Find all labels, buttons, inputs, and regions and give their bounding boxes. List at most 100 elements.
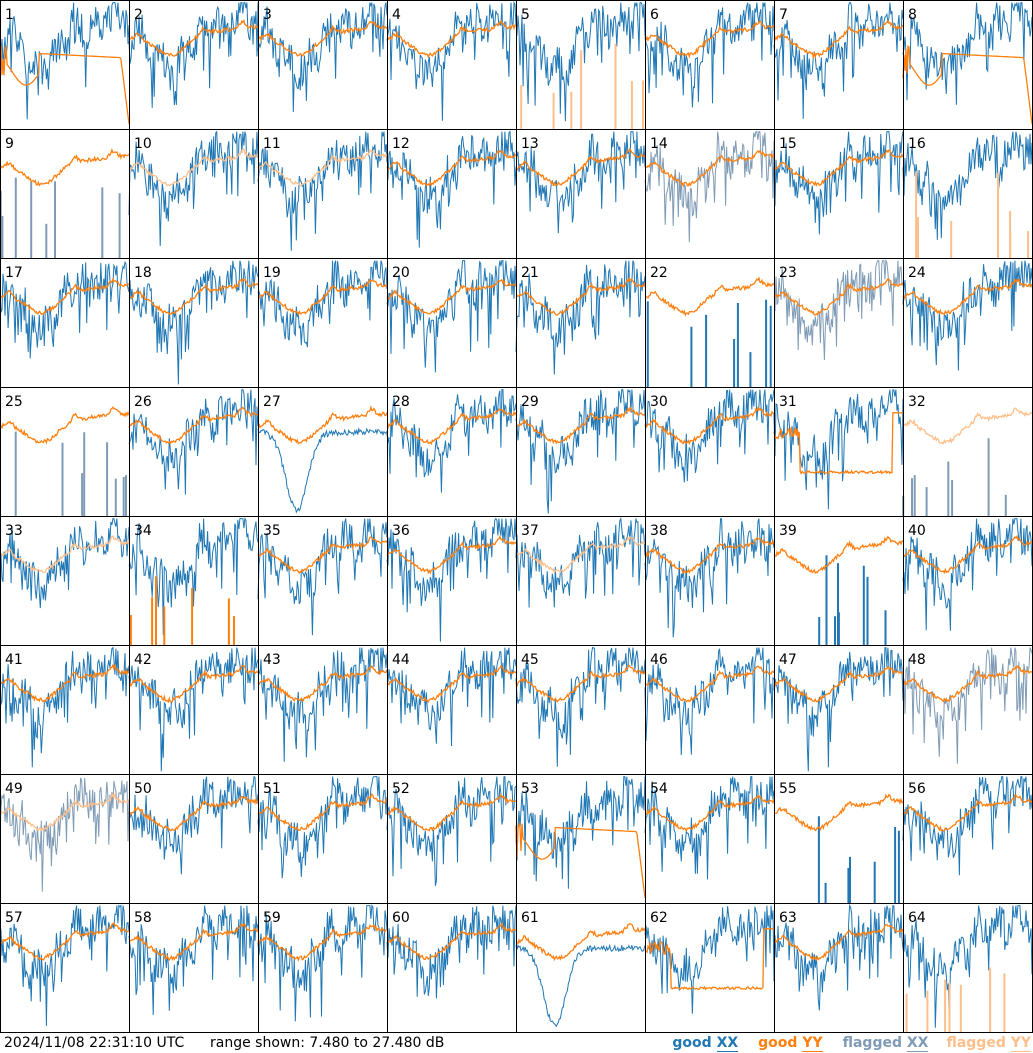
series-xx-62	[644, 905, 775, 1014]
series-xx-60	[386, 905, 517, 999]
series-yy-3	[257, 20, 388, 57]
panel-label: 19	[263, 265, 281, 281]
panel-label: 39	[779, 523, 797, 539]
panel-border	[645, 0, 775, 130]
panel-33: 33	[0, 516, 130, 646]
series-xx-61	[515, 943, 646, 1028]
panel-label: 12	[392, 136, 410, 152]
legend-flagged-xx: flagged XX	[842, 1035, 929, 1052]
series-yy-22	[644, 276, 775, 317]
series-xx-2	[128, 2, 259, 108]
panel-label: 41	[5, 652, 23, 668]
series-yy-28	[386, 408, 517, 446]
series-xx-37	[515, 516, 646, 608]
series-xx-15	[773, 131, 904, 235]
panel-63: 63	[773, 903, 904, 1033]
panel-label: 17	[5, 265, 23, 281]
panel-label: 46	[650, 652, 668, 668]
series-xx-20	[386, 260, 517, 373]
series-yy-56	[902, 794, 1033, 832]
panel-label: 22	[650, 265, 668, 281]
panel-2: 2	[128, 0, 259, 130]
panel-55: 55	[773, 774, 904, 904]
series-yy-25	[0, 406, 130, 445]
series-yy-54	[644, 794, 775, 833]
series-yy-33	[0, 535, 130, 574]
panel-label: 61	[521, 910, 539, 926]
series-yy-52	[386, 793, 517, 832]
panel-51: 51	[257, 774, 388, 904]
panel-label: 49	[5, 781, 23, 797]
series-xx-47	[773, 647, 904, 772]
series-xx-39	[818, 555, 887, 645]
panel-15: 15	[773, 129, 904, 259]
panel-label: 31	[779, 394, 797, 410]
series-xx-9	[0, 177, 121, 258]
series-yy-1	[0, 45, 130, 124]
panel-60: 60	[386, 903, 517, 1033]
panel-label: 24	[908, 265, 926, 281]
panel-59: 59	[257, 903, 388, 1033]
panel-label: 54	[650, 781, 668, 797]
panel-label: 62	[650, 910, 668, 926]
panel-label: 52	[392, 781, 410, 797]
series-xx-42	[128, 647, 259, 772]
series-yy-47	[773, 666, 904, 703]
panel-48: 48	[902, 645, 1033, 775]
legend-flagged-yy: flagged YY	[946, 1035, 1031, 1052]
panel-37: 37	[515, 516, 646, 646]
panel-58: 58	[128, 903, 259, 1033]
panel-label: 57	[5, 910, 23, 926]
series-xx-27	[257, 427, 388, 514]
panel-38: 38	[644, 516, 775, 646]
panel-label: 2	[134, 7, 143, 23]
panel-6: 6	[644, 0, 775, 130]
panel-label: 33	[5, 523, 23, 539]
panel-62: 62	[644, 903, 775, 1033]
panel-49: 49	[0, 774, 130, 904]
panel-label: 4	[392, 7, 401, 23]
panel-border	[0, 129, 130, 259]
series-yy-15	[773, 149, 904, 188]
panel-21: 21	[515, 258, 646, 388]
panel-label: 26	[134, 394, 152, 410]
panel-35: 35	[257, 516, 388, 646]
series-yy-36	[386, 535, 517, 575]
panel-43: 43	[257, 645, 388, 775]
panel-9: 9	[0, 129, 130, 259]
panel-label: 36	[392, 523, 410, 539]
series-yy-64	[905, 967, 1006, 1032]
panel-border	[0, 0, 130, 130]
panel-14: 14	[644, 129, 775, 259]
series-yy-50	[128, 795, 259, 832]
series-yy-4	[386, 19, 517, 59]
series-yy-42	[128, 664, 259, 704]
panel-label: 45	[521, 652, 539, 668]
series-xx-16	[902, 131, 1033, 240]
panel-label: 59	[263, 910, 281, 926]
series-yy-45	[515, 663, 646, 703]
series-yy-32	[902, 407, 1033, 445]
panel-label: 32	[908, 394, 926, 410]
series-yy-61	[515, 922, 646, 962]
panel-label: 47	[779, 652, 797, 668]
series-xx-48	[902, 647, 1033, 764]
series-yy-48	[903, 664, 1033, 703]
series-xx-43	[257, 647, 388, 762]
series-xx-31	[773, 388, 904, 510]
series-xx-10	[128, 130, 259, 247]
panel-57: 57	[0, 903, 130, 1033]
legend-good-yy: good YY	[758, 1035, 823, 1052]
panel-29: 29	[515, 387, 646, 517]
panel-border	[129, 0, 259, 130]
panel-26: 26	[128, 387, 259, 517]
series-xx-21	[515, 260, 646, 375]
series-xx-40	[902, 518, 1033, 631]
series-xx-63	[773, 904, 904, 1011]
panel-label: 20	[392, 265, 410, 281]
panel-32: 32	[902, 387, 1033, 517]
series-xx-14	[644, 131, 775, 243]
panel-label: 25	[5, 394, 23, 410]
series-yy-2	[128, 18, 259, 57]
